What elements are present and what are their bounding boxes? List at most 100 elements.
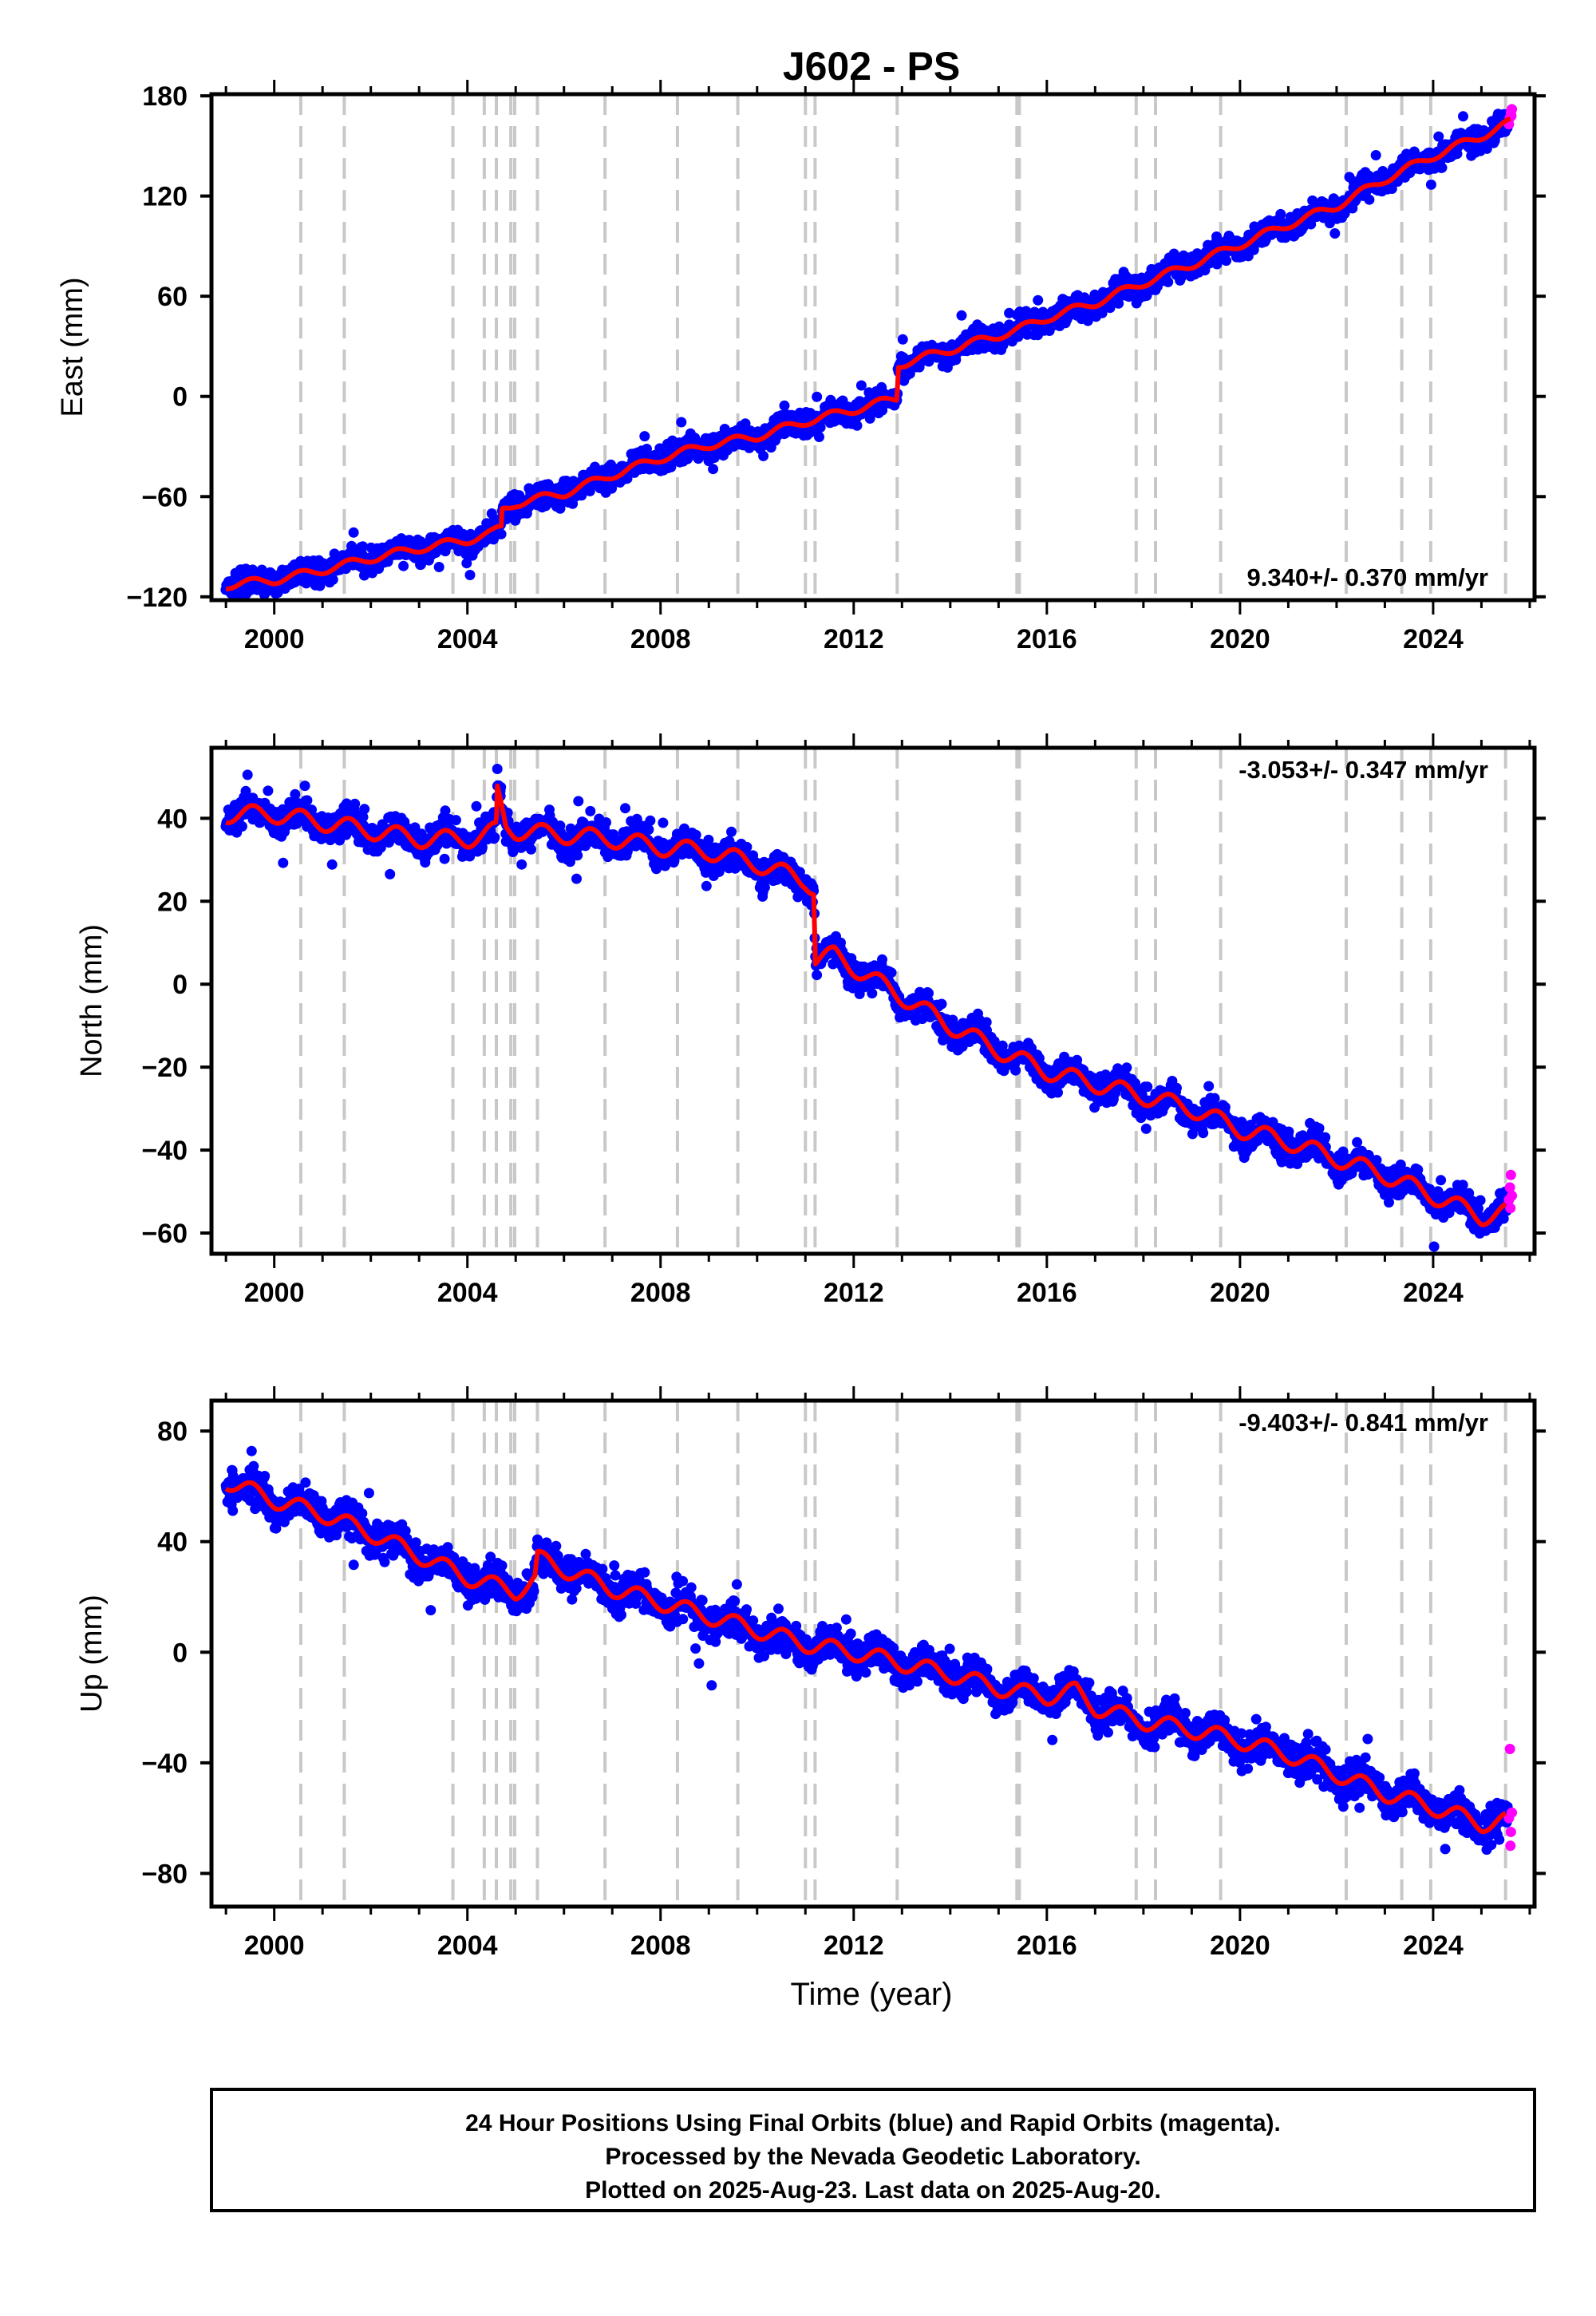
final-orbit-point [439,853,450,864]
final-orbit-point [290,788,301,800]
final-orbit-point [236,821,247,832]
final-orbit-point [676,417,687,428]
final-orbit-point [385,868,396,879]
final-orbit-point [461,558,472,569]
final-orbit-point [726,826,737,837]
velocity-rate-label: 9.340+/- 0.370 mm/yr [1247,563,1488,591]
final-orbit-point [1364,194,1375,205]
final-orbit-point [327,574,338,585]
final-orbit-point [643,824,654,835]
final-orbit-point [1140,1123,1152,1134]
final-orbit-point [1121,1062,1132,1073]
final-orbit-point [492,764,503,774]
y-tick-label: 180 [142,81,188,112]
final-orbit-point [1436,162,1448,173]
final-orbit-point [956,310,967,321]
final-orbit-point [620,803,630,814]
final-orbit-point [471,800,482,812]
final-orbit-point [1329,228,1341,239]
final-orbit-point [348,527,359,538]
final-orbit-point [1004,307,1015,318]
y-axis-label: East (mm) [56,277,89,417]
final-orbit-point [526,844,536,855]
y-tick-label: 120 [142,182,188,212]
final-orbit-point [263,785,274,796]
final-orbit-point [1306,219,1317,230]
final-orbit-point [812,970,823,981]
final-orbit-point [886,967,897,978]
final-orbit-point [1275,208,1286,219]
final-orbit-point [1283,1126,1294,1137]
final-orbit-point [464,570,476,580]
final-orbit-point [814,432,824,442]
final-orbit-point [658,817,669,828]
x-tick-label: 2012 [824,624,884,654]
final-orbit-point [584,485,595,496]
y-tick-label: −120 [126,583,188,613]
y-tick-label: 0 [172,382,188,413]
final-orbit-point [1171,1082,1182,1093]
final-orbit-point [897,334,908,345]
final-orbit-point [877,954,887,965]
final-orbit-point [779,400,790,411]
final-orbit-point [1320,1132,1331,1143]
final-orbit-point [585,805,596,816]
final-orbit-points [220,764,1513,1252]
final-orbit-point [645,815,656,826]
final-orbit-point [302,795,313,806]
final-orbit-point [350,798,361,809]
y-tick-label: −60 [141,482,188,512]
final-orbit-point [701,880,712,891]
final-orbit-point [812,391,823,402]
model-fit-line [224,116,1512,591]
x-tick-label: 2004 [437,624,498,654]
final-orbit-point [923,988,934,998]
final-orbit-point [758,450,769,461]
x-tick-label: 2008 [630,624,691,654]
final-orbit-point [864,413,875,424]
final-orbit-point [855,380,867,391]
final-orbit-point [450,815,461,826]
final-orbit-point [398,560,409,571]
final-orbit-point [1198,1128,1209,1139]
final-orbit-point [740,418,751,429]
final-orbit-point [867,988,878,999]
final-orbit-point [1033,294,1044,306]
final-orbit-point [1425,179,1436,190]
final-orbit-point [358,541,369,552]
final-orbit-point [1163,276,1174,287]
final-orbit-point [326,859,338,870]
final-orbit-point [278,857,289,868]
final-orbit-points [220,109,1513,600]
final-orbit-point [1113,298,1124,309]
x-tick-label: 2016 [1017,624,1077,654]
final-orbit-point [576,490,587,501]
final-orbit-point [1221,255,1232,267]
final-orbit-point [1053,1087,1063,1098]
final-orbit-point [359,804,370,815]
final-orbit-point [573,796,584,807]
final-orbit-point [741,841,753,852]
final-orbit-point [299,781,310,792]
final-orbit-point [708,464,719,475]
final-orbit-point [601,817,611,828]
plot-frame [209,92,1537,603]
final-orbit-point [1458,111,1468,122]
final-orbit-point [496,528,507,539]
final-orbit-point [1010,1065,1021,1076]
final-orbit-point [639,431,650,442]
final-orbit-point [936,998,947,1010]
final-orbit-point [851,420,863,431]
final-orbit-point [433,562,444,572]
final-orbit-point [1370,150,1381,160]
x-tick-label: 2024 [1403,624,1464,654]
figure-title: J602 - PS [783,44,960,89]
final-orbit-point [242,769,253,781]
final-orbit-point [1142,1081,1153,1093]
final-orbit-point [571,873,582,884]
y-tick-label: 60 [157,282,188,312]
final-orbit-point [1248,244,1259,255]
final-orbit-point [489,832,500,843]
